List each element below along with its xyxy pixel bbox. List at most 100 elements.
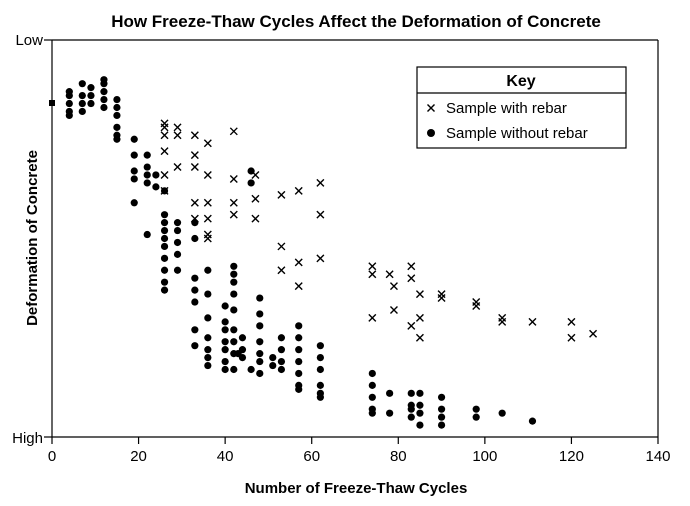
point-without-rebar-104 (295, 369, 303, 378)
point-without-rebar-91 (256, 350, 264, 358)
point-without-rebar-69 (221, 357, 229, 366)
point-without-rebar-108 (316, 354, 324, 362)
point-without-rebar-123 (407, 413, 415, 421)
point-without-rebar-87 (256, 294, 264, 302)
point-without-rebar-81 (238, 346, 247, 354)
point-with-rebar-9 (190, 151, 199, 160)
point-with-rebar-34 (277, 266, 286, 275)
point-without-rebar-99 (277, 365, 286, 374)
point-without-rebar-43 (160, 278, 169, 286)
point-without-rebar-118 (386, 389, 394, 397)
point-with-rebar-47 (368, 313, 377, 322)
point-without-rebar-37 (160, 219, 169, 227)
point-without-rebar-60 (204, 361, 212, 370)
point-without-rebar-63 (191, 342, 199, 350)
point-without-rebar-83 (230, 365, 238, 374)
point-without-rebar-38 (160, 226, 169, 235)
point-without-rebar-66 (221, 326, 229, 334)
point-with-rebar-18 (203, 198, 212, 207)
point-with-rebar-56 (567, 333, 576, 342)
point-with-rebar-35 (294, 282, 303, 291)
point-without-rebar-125 (416, 401, 424, 409)
point-without-rebar-77 (230, 338, 238, 346)
point-without-rebar-129 (437, 405, 446, 413)
point-with-rebar-44 (437, 294, 446, 303)
point-without-rebar-114 (368, 381, 376, 389)
point-without-rebar-18 (113, 103, 121, 112)
point-without-rebar-134 (498, 409, 506, 417)
point-with-rebar-26 (229, 210, 238, 219)
point-without-rebar-71 (230, 262, 238, 270)
point-with-rebar-39 (407, 262, 416, 271)
point-without-rebar-56 (204, 314, 212, 322)
point-without-rebar-57 (204, 334, 212, 342)
point-without-rebar-50 (191, 219, 199, 227)
point-without-rebar-10 (87, 91, 95, 100)
point-with-rebar-25 (203, 214, 212, 223)
legend: Key Sample with rebar Sample without reb… (416, 66, 627, 149)
point-with-rebar-32 (294, 258, 303, 267)
point-without-rebar-103 (295, 357, 303, 366)
point-with-rebar-23 (316, 178, 325, 187)
point-without-rebar-54 (204, 266, 212, 274)
point-without-rebar-92 (256, 357, 264, 366)
point-without-rebar-27 (130, 199, 138, 207)
point-with-rebar-12 (190, 163, 199, 172)
point-without-rebar-94 (269, 354, 277, 362)
point-with-rebar-57 (589, 329, 598, 338)
legend-marker-x (427, 104, 435, 112)
point-without-rebar-30 (143, 171, 151, 179)
point-without-rebar-26 (130, 175, 138, 183)
point-with-rebar-37 (368, 270, 377, 279)
point-without-rebar-68 (221, 346, 229, 354)
point-without-rebar-14 (100, 88, 108, 96)
point-without-rebar-133 (472, 413, 480, 421)
point-without-rebar-53 (191, 286, 199, 294)
point-without-rebar-29 (143, 163, 151, 171)
point-without-rebar-1 (65, 91, 73, 100)
point-without-rebar-120 (407, 389, 415, 397)
legend-label-without-rebar: Sample without rebar (446, 125, 588, 142)
point-with-rebar-5 (190, 131, 199, 140)
point-with-rebar-46 (472, 301, 481, 310)
legend-marker-dot (427, 129, 435, 137)
point-without-rebar-22 (113, 135, 121, 143)
point-without-rebar-135 (528, 417, 537, 425)
point-with-rebar-49 (415, 313, 424, 322)
series-without-rebar (65, 76, 537, 429)
point-with-rebar-14 (229, 174, 238, 183)
point-without-rebar-80 (238, 334, 247, 342)
legend-label-with-rebar: Sample with rebar (446, 100, 567, 117)
y-tick-label-high: High (12, 430, 43, 447)
point-without-rebar-93 (256, 369, 264, 378)
point-without-rebar-128 (437, 393, 446, 401)
point-without-rebar-51 (191, 234, 199, 243)
x-tick-label-60: 60 (303, 448, 320, 465)
axes: Low High (12, 32, 659, 447)
point-without-rebar-44 (160, 286, 169, 294)
point-with-rebar-3 (173, 123, 182, 132)
y-axis-label: Deformation of Concrete (24, 150, 41, 326)
point-without-rebar-124 (416, 389, 424, 397)
point-without-rebar-41 (160, 254, 169, 262)
legend-dot-marker (427, 129, 435, 137)
point-with-rebar-54 (528, 317, 537, 326)
point-without-rebar-52 (191, 274, 199, 282)
point-without-rebar-96 (277, 334, 286, 342)
point-without-rebar-31 (143, 179, 151, 187)
point-without-rebar-47 (173, 238, 182, 247)
x-tick-label-0: 0 (48, 448, 56, 465)
point-without-rebar-126 (416, 409, 424, 417)
point-without-rebar-86 (247, 179, 255, 187)
point-with-rebar-42 (415, 290, 424, 299)
point-without-rebar-112 (316, 393, 324, 401)
point-without-rebar-2 (65, 99, 73, 108)
point-with-rebar-19 (229, 198, 238, 207)
point-without-rebar-49 (173, 266, 182, 274)
point-without-rebar-61 (191, 298, 199, 306)
point-without-rebar-13 (100, 80, 108, 88)
x-tick-label-120: 120 (559, 448, 584, 465)
point-without-rebar-17 (113, 95, 121, 104)
point-without-rebar-16 (100, 103, 108, 112)
point-without-rebar-73 (230, 278, 238, 286)
